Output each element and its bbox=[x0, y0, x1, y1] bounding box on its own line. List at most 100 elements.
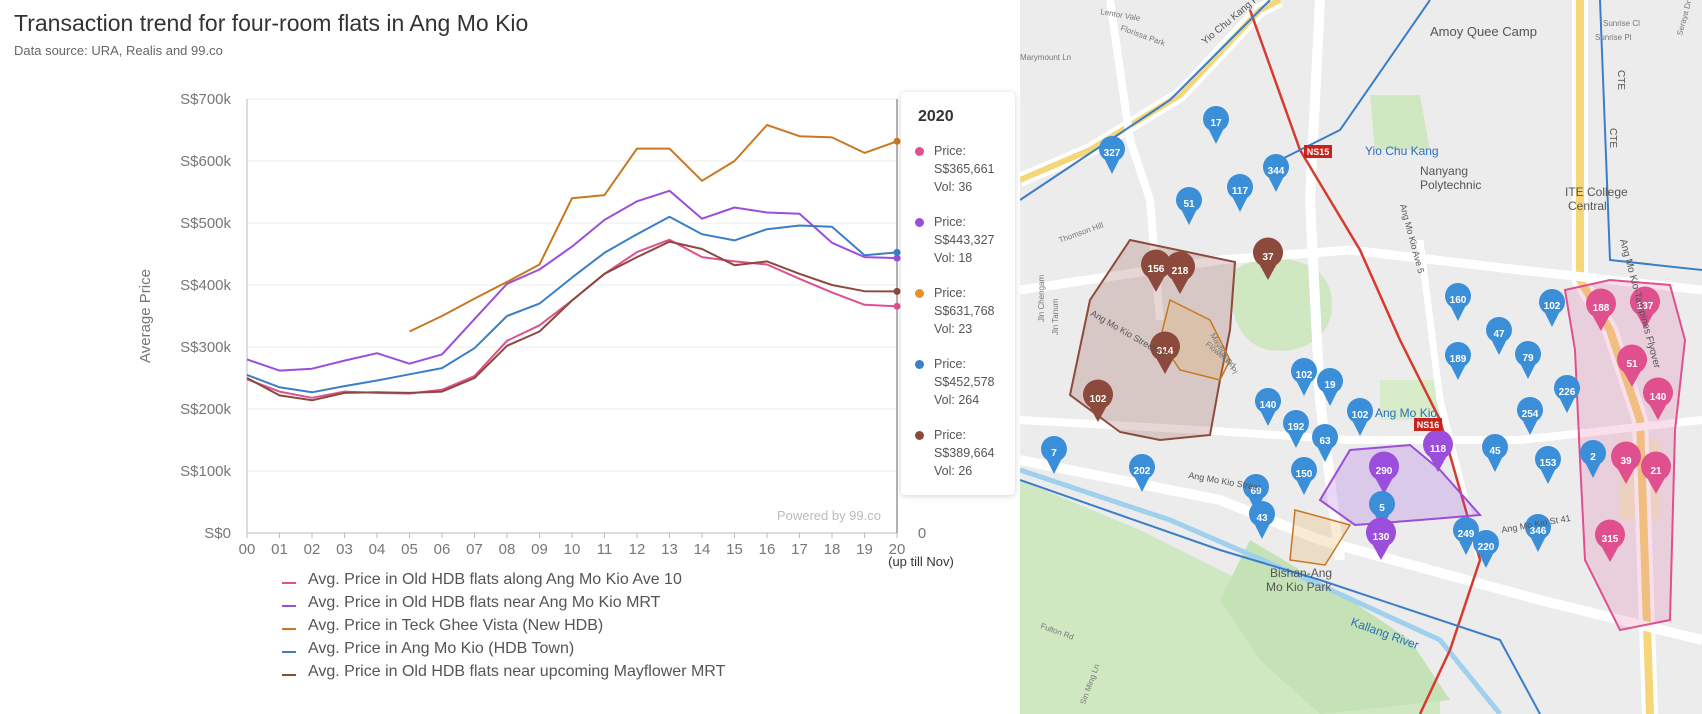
marker-label: 117 bbox=[1232, 186, 1249, 197]
map-marker[interactable]: 19 bbox=[1317, 367, 1343, 406]
marker-pin bbox=[1291, 357, 1317, 396]
x-tick-label: 03 bbox=[336, 541, 353, 558]
marker-pin bbox=[1423, 429, 1453, 472]
x-tick-label: 01 bbox=[271, 541, 288, 558]
map-marker[interactable]: 140 bbox=[1643, 377, 1673, 420]
map-marker[interactable]: 249 bbox=[1453, 516, 1479, 555]
marker-label: 47 bbox=[1493, 329, 1505, 340]
map-marker[interactable]: 51 bbox=[1176, 186, 1202, 225]
tooltip-line: S$389,664 bbox=[934, 446, 995, 460]
marker-pin bbox=[1473, 529, 1499, 568]
legend-swatch bbox=[282, 605, 296, 607]
map-place-label: ITE College bbox=[1565, 185, 1628, 199]
legend-item[interactable]: Avg. Price in Ang Mo Kio (HDB Town) bbox=[282, 640, 725, 663]
map-marker[interactable]: 37 bbox=[1253, 237, 1283, 280]
map-marker[interactable]: 102 bbox=[1347, 397, 1373, 436]
map-marker[interactable]: 220 bbox=[1473, 529, 1499, 568]
data-source: Data source: URA, Realis and 99.co bbox=[14, 43, 223, 58]
marker-pin bbox=[1227, 173, 1253, 212]
map-canvas[interactable]: 327 17 51 117 344 37 156 218 314 102 7 202 69 43 140 10… bbox=[1020, 0, 1702, 714]
marker-pin bbox=[1283, 409, 1309, 448]
map-marker[interactable]: 188 bbox=[1586, 288, 1616, 331]
map-marker[interactable]: 192 bbox=[1283, 409, 1309, 448]
marker-pin bbox=[1129, 453, 1155, 492]
marker-label: 189 bbox=[1450, 354, 1467, 365]
map-marker[interactable]: 117 bbox=[1227, 173, 1253, 212]
map-marker[interactable]: 130 bbox=[1366, 517, 1396, 560]
map-marker[interactable]: 344 bbox=[1263, 153, 1289, 192]
map-marker[interactable]: 102 bbox=[1539, 288, 1565, 327]
tooltip-dot bbox=[915, 360, 924, 369]
marker-label: 39 bbox=[1620, 456, 1632, 467]
legend-item[interactable]: Avg. Price in Teck Ghee Vista (New HDB) bbox=[282, 617, 725, 640]
map-marker[interactable]: 118 bbox=[1423, 429, 1453, 472]
mrt-station[interactable]: NS15 bbox=[1304, 145, 1332, 158]
map-marker[interactable]: 290 bbox=[1369, 451, 1399, 494]
legend-item[interactable]: Avg. Price in Old HDB flats near upcomin… bbox=[282, 663, 725, 686]
map-marker[interactable]: 137 bbox=[1630, 286, 1660, 329]
tooltip-dot bbox=[915, 289, 924, 298]
map-place-label: CTE bbox=[1607, 128, 1618, 148]
station-code: NS15 bbox=[1307, 147, 1330, 157]
map-marker[interactable]: 7 bbox=[1041, 435, 1067, 474]
map-marker[interactable]: 2 bbox=[1580, 439, 1606, 478]
map-marker[interactable]: 218 bbox=[1165, 251, 1195, 294]
map-marker[interactable]: 5 bbox=[1369, 490, 1395, 529]
road bbox=[1304, 0, 1345, 561]
map-marker[interactable]: 156 bbox=[1141, 249, 1171, 292]
map-marker[interactable]: 202 bbox=[1129, 453, 1155, 492]
marker-pin bbox=[1517, 396, 1543, 435]
marker-pin bbox=[1141, 249, 1171, 292]
marker-label: 69 bbox=[1250, 486, 1262, 497]
map-marker[interactable]: 226 bbox=[1554, 374, 1580, 413]
map-marker[interactable]: 153 bbox=[1535, 445, 1561, 484]
map-marker[interactable]: 189 bbox=[1445, 341, 1471, 380]
y-tick-label: S$300k bbox=[180, 339, 231, 356]
map-marker[interactable]: 315 bbox=[1595, 519, 1625, 562]
marker-label: 254 bbox=[1522, 409, 1539, 420]
map-marker[interactable]: 21 bbox=[1641, 451, 1671, 494]
map-marker[interactable]: 43 bbox=[1249, 500, 1275, 539]
marker-label: 226 bbox=[1559, 387, 1576, 398]
map-marker[interactable]: 69 bbox=[1243, 473, 1269, 512]
map-panel[interactable]: 327 17 51 117 344 37 156 218 314 102 7 202 69 43 140 10… bbox=[1020, 0, 1702, 714]
y-tick-label: S$700k bbox=[180, 91, 231, 108]
tooltip-line: Vol: 23 bbox=[934, 322, 973, 336]
map-marker[interactable]: 160 bbox=[1445, 282, 1471, 321]
marker-pin bbox=[1263, 153, 1289, 192]
map-place-label: Nanyang bbox=[1420, 164, 1468, 178]
map-marker[interactable]: 140 bbox=[1255, 387, 1281, 426]
tooltip-line: Price: bbox=[934, 357, 966, 371]
legend-item[interactable]: Avg. Price in Old HDB flats along Ang Mo… bbox=[282, 571, 725, 594]
map-marker[interactable]: 63 bbox=[1312, 423, 1338, 462]
map-marker[interactable]: 314 bbox=[1150, 331, 1180, 374]
x-tick-label: 17 bbox=[791, 541, 808, 558]
tooltip-text: Price: S$443,327 Vol: 18 bbox=[934, 213, 1013, 267]
marker-label: 218 bbox=[1172, 266, 1189, 277]
mrt-station[interactable]: NS16 bbox=[1414, 418, 1442, 431]
tooltip-text: Price: S$452,578 Vol: 264 bbox=[934, 355, 1013, 409]
legend-item[interactable]: Avg. Price in Old HDB flats near Ang Mo … bbox=[282, 594, 725, 617]
marker-label: 137 bbox=[1637, 301, 1654, 312]
map-marker[interactable]: 327 bbox=[1099, 135, 1125, 174]
map-marker[interactable]: 17 bbox=[1203, 105, 1229, 144]
y-tick-label: S$200k bbox=[180, 401, 231, 418]
map-marker[interactable]: 150 bbox=[1291, 456, 1317, 495]
map-marker[interactable]: 254 bbox=[1517, 396, 1543, 435]
tooltip-year: 2020 bbox=[918, 108, 954, 125]
series-point-1 bbox=[893, 254, 901, 262]
transit-line bbox=[1020, 0, 1271, 201]
map-marker[interactable]: 79 bbox=[1515, 340, 1541, 379]
map-marker[interactable]: 51 bbox=[1617, 344, 1647, 387]
map-marker[interactable]: 39 bbox=[1611, 441, 1641, 484]
marker-pin bbox=[1099, 135, 1125, 174]
map-marker[interactable]: 102 bbox=[1291, 357, 1317, 396]
map-marker[interactable]: 102 bbox=[1083, 379, 1113, 422]
marker-pin bbox=[1617, 344, 1647, 387]
y2-tick-label: 0 bbox=[918, 525, 926, 542]
map-marker[interactable]: 45 bbox=[1482, 433, 1508, 472]
map-marker[interactable]: 47 bbox=[1486, 316, 1512, 355]
x-tick-label: 13 bbox=[661, 541, 678, 558]
marker-label: 140 bbox=[1260, 400, 1277, 411]
map-marker[interactable]: 346 bbox=[1525, 513, 1551, 552]
